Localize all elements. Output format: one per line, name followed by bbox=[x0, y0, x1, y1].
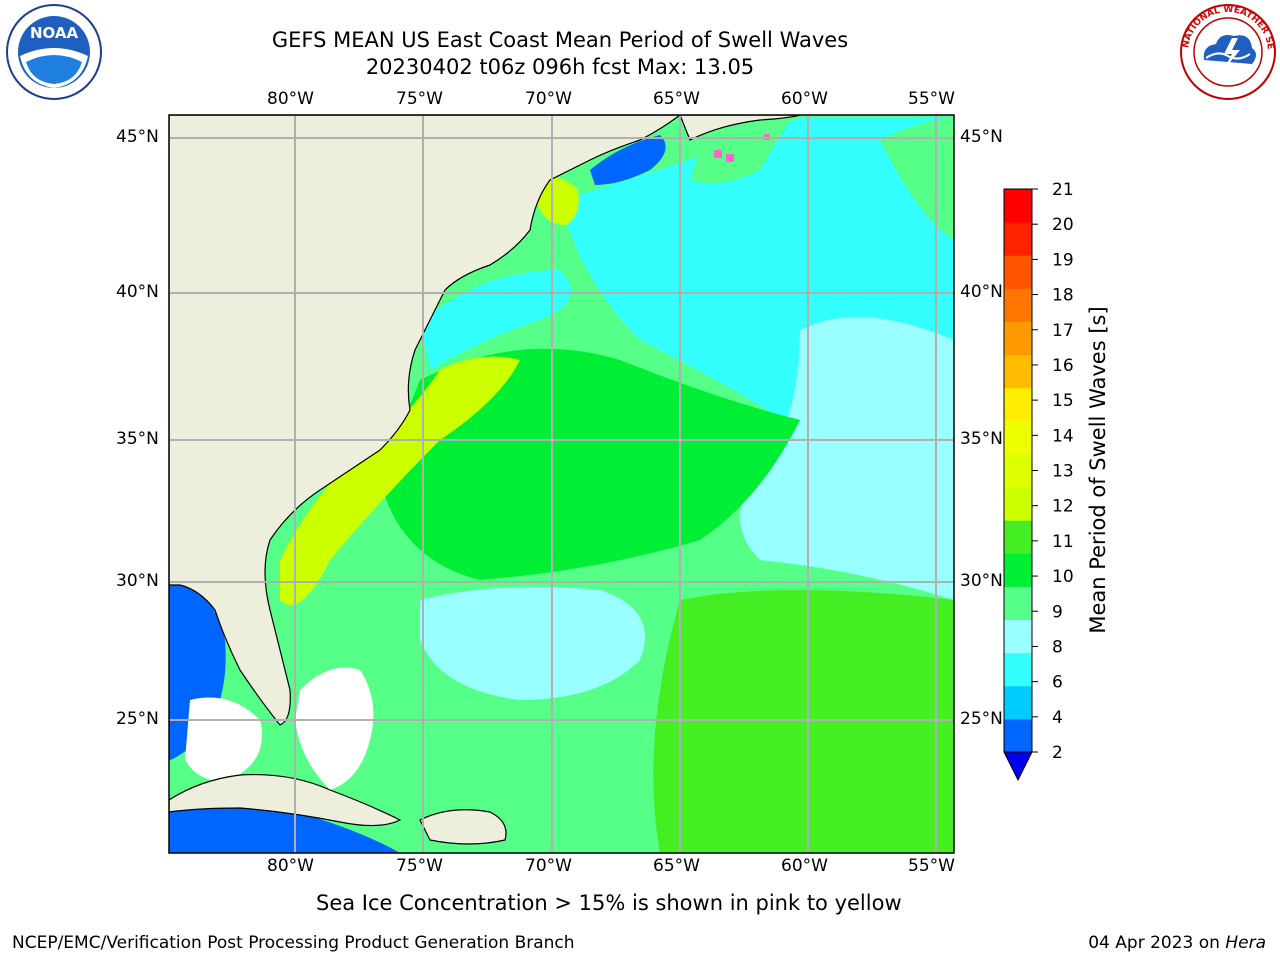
colorbar-bin bbox=[1004, 255, 1032, 289]
colorbar-label: Mean Period of Swell Waves [s] bbox=[1086, 306, 1110, 634]
colorbar-tick-label: 20 bbox=[1052, 215, 1074, 235]
nws-logo: NATIONAL WEATHER SERVICE bbox=[1178, 2, 1276, 100]
lat-label-right: 40°N bbox=[960, 282, 1003, 302]
colorbar-tick-label: 4 bbox=[1052, 708, 1063, 728]
lat-label-right: 35°N bbox=[960, 429, 1003, 449]
region-yellow-coast bbox=[280, 356, 520, 605]
region-blue-caribbean bbox=[169, 796, 400, 853]
region-green-central bbox=[380, 348, 800, 580]
lon-label-bottom: 70°W bbox=[525, 856, 572, 876]
colorbar-bin bbox=[1004, 619, 1032, 654]
lat-label-right: 30°N bbox=[960, 571, 1003, 591]
chart-subtitle: 20230402 t06z 096h fcst Max: 13.05 bbox=[365, 55, 755, 79]
colorbar-tick-label: 8 bbox=[1052, 637, 1063, 657]
colorbar-tick-label: 6 bbox=[1052, 673, 1063, 693]
region-yellow-gom bbox=[538, 177, 579, 225]
lon-label-top: 65°W bbox=[653, 89, 700, 109]
colorbar-bin bbox=[1004, 354, 1032, 389]
noaa-logo-text: NOAA bbox=[30, 24, 79, 42]
lon-label-top: 55°W bbox=[908, 89, 955, 109]
lon-label-bottom: 75°W bbox=[396, 856, 443, 876]
region-lightcyan-south bbox=[420, 586, 645, 700]
map-frame bbox=[168, 114, 955, 854]
colorbar-bin bbox=[1004, 321, 1032, 356]
colorbar-tick-label: 9 bbox=[1052, 602, 1063, 622]
region-white-keys bbox=[185, 697, 262, 781]
colorbar-bin bbox=[1004, 586, 1032, 621]
colorbar-bin bbox=[1004, 189, 1032, 223]
lat-label-left: 40°N bbox=[116, 282, 159, 302]
noaa-logo: NOAA bbox=[6, 4, 102, 100]
footer-credit: NCEP/EMC/Verification Post Processing Pr… bbox=[12, 933, 575, 953]
colorbar-tick-label: 14 bbox=[1052, 426, 1074, 446]
colorbar-tick-label: 21 bbox=[1052, 180, 1074, 200]
region-blue-fundy bbox=[590, 135, 666, 185]
lon-label-bottom: 65°W bbox=[653, 856, 700, 876]
colorbar-tick-label: 12 bbox=[1052, 497, 1074, 517]
colorbar-tick-label: 13 bbox=[1052, 462, 1074, 482]
ice-dot bbox=[714, 150, 722, 158]
colorbar-bin bbox=[1004, 420, 1032, 455]
colorbar-tick-label: 17 bbox=[1052, 321, 1074, 341]
colorbar-bin bbox=[1004, 288, 1032, 322]
colorbar-tick-label: 19 bbox=[1052, 250, 1074, 270]
colorbar-bin bbox=[1004, 718, 1032, 753]
region-white-bahamas bbox=[295, 667, 374, 790]
lon-label-top: 60°W bbox=[781, 89, 828, 109]
colorbar-tick-label: 16 bbox=[1052, 356, 1074, 376]
lon-label-top: 70°W bbox=[525, 89, 572, 109]
lon-label-bottom: 80°W bbox=[267, 856, 314, 876]
lat-label-right: 25°N bbox=[960, 709, 1003, 729]
lat-label-left: 30°N bbox=[116, 571, 159, 591]
lon-label-bottom: 55°W bbox=[908, 856, 955, 876]
map-gridlines bbox=[169, 115, 954, 853]
region-cyan-coast bbox=[420, 270, 572, 370]
colorbar-bin bbox=[1004, 553, 1032, 587]
land-cuba bbox=[169, 774, 402, 827]
colorbar-bin bbox=[1004, 652, 1032, 687]
lat-label-left: 35°N bbox=[116, 429, 159, 449]
colorbar-under-triangle bbox=[1003, 751, 1033, 782]
colorbar-bin bbox=[1004, 487, 1032, 521]
ice-dot bbox=[726, 154, 734, 162]
colorbar-tick-label: 18 bbox=[1052, 286, 1074, 306]
footer-machine: Hera bbox=[1225, 933, 1266, 953]
lon-label-top: 75°W bbox=[396, 89, 443, 109]
lat-label-left: 45°N bbox=[116, 127, 159, 147]
colorbar-tick-label: 10 bbox=[1052, 567, 1074, 587]
chart-title: GEFS MEAN US East Coast Mean Period of S… bbox=[271, 28, 849, 52]
colorbar-tick-label: 11 bbox=[1052, 532, 1074, 552]
lon-label-bottom: 60°W bbox=[781, 856, 828, 876]
footer-date: 04 Apr 2023 on Hera bbox=[1088, 933, 1266, 953]
lat-label-right: 45°N bbox=[960, 127, 1003, 147]
land-north-america bbox=[169, 115, 682, 726]
colorbar-bin bbox=[1004, 685, 1032, 720]
colorbar-bin bbox=[1004, 387, 1032, 422]
region-green-se bbox=[653, 590, 954, 853]
footer-date-text: 04 Apr 2023 on bbox=[1088, 933, 1226, 953]
map-field bbox=[169, 115, 954, 853]
colorbar-bin bbox=[1004, 222, 1032, 256]
colorbar-tick-label: 2 bbox=[1052, 743, 1063, 763]
colorbar: 21 20 19 18 17 16 15 14 13 12 11 10 9 8 6 4 2 bbox=[1003, 180, 1074, 782]
sea-ice-note: Sea Ice Concentration > 15% is shown in … bbox=[316, 891, 902, 915]
colorbar-bin bbox=[1004, 520, 1032, 554]
lon-label-top: 80°W bbox=[267, 89, 314, 109]
lat-label-left: 25°N bbox=[116, 709, 159, 729]
colorbar-bin bbox=[1004, 453, 1032, 488]
land-hispaniola bbox=[419, 809, 507, 845]
region-lightcyan-east bbox=[740, 317, 954, 600]
colorbar-tick-label: 15 bbox=[1052, 391, 1074, 411]
